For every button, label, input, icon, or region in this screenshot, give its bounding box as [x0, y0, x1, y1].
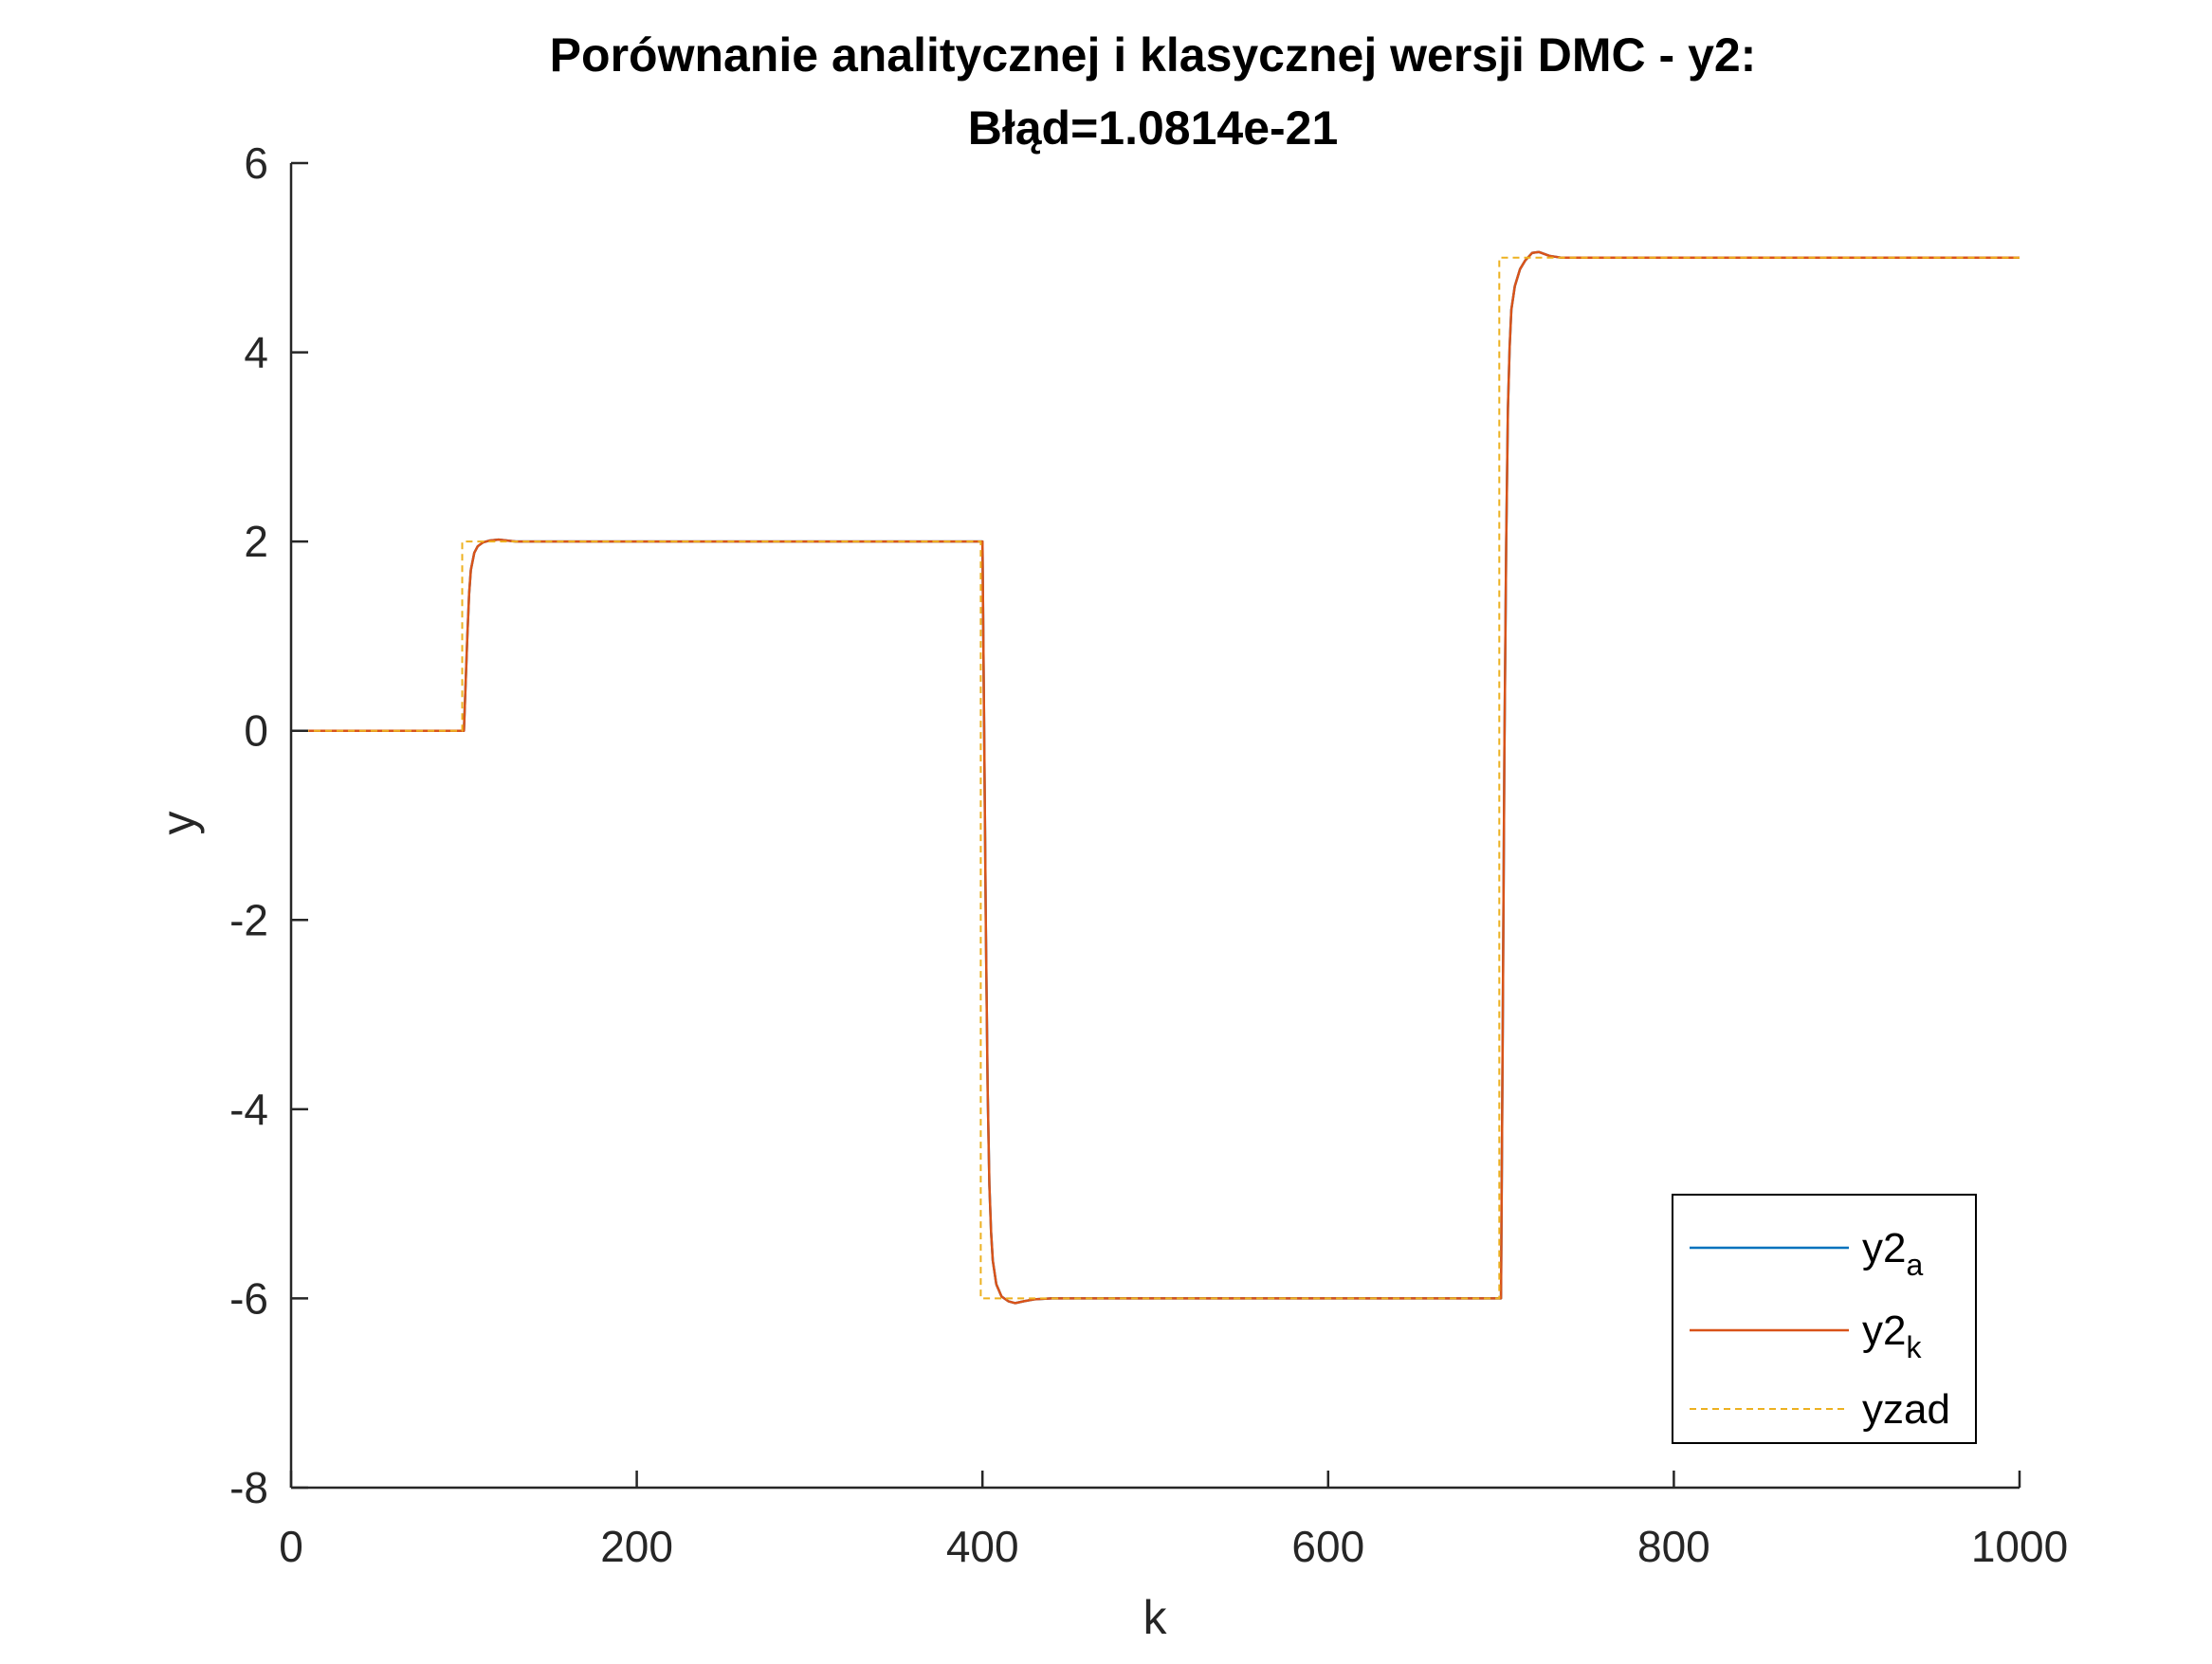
y-ticks: -8 -6 -4 -2 0 2 4 6	[229, 138, 308, 1512]
legend-label-y2-a: y2a	[1862, 1225, 1923, 1282]
y-tick-label: 0	[244, 706, 268, 756]
y-tick-label: -6	[229, 1273, 268, 1323]
legend-label-yzad: yzad	[1862, 1386, 1950, 1433]
x-tick-label: 200	[600, 1522, 673, 1571]
series-layer	[291, 250, 2020, 1305]
chart-title-line-1: Porównanie analitycznej i klasycznej wer…	[550, 28, 1757, 82]
y-tick-label: -8	[229, 1463, 268, 1512]
series-line-y2-k	[291, 250, 2020, 1305]
x-tick-label: 1000	[1971, 1522, 2068, 1571]
series-line-yzad	[291, 256, 2020, 1300]
x-tick-label: 600	[1291, 1522, 1364, 1571]
y-axis-label: y	[152, 812, 205, 835]
y-tick-label: 6	[244, 138, 268, 188]
legend-box	[1672, 1194, 1977, 1444]
legend-items: y2a y2k yzad	[1690, 1225, 1950, 1433]
x-tick-label: 800	[1637, 1522, 1710, 1571]
legend-label-y2-k: y2k	[1862, 1307, 1922, 1364]
x-tick-label: 400	[946, 1522, 1019, 1571]
x-ticks: 0 200 400 600 800 1000	[279, 1471, 2068, 1571]
y-tick-label: 2	[244, 517, 268, 566]
y-tick-label: 4	[244, 328, 268, 377]
legend[interactable]: y2a y2k yzad	[1672, 1194, 1977, 1444]
y-tick-label: -4	[229, 1085, 268, 1134]
x-tick-label: 0	[279, 1522, 303, 1571]
y-tick-label: -2	[229, 895, 268, 944]
x-axis-label: k	[1143, 1591, 1168, 1644]
chart-title-line-2: Błąd=1.0814e-21	[968, 101, 1339, 155]
